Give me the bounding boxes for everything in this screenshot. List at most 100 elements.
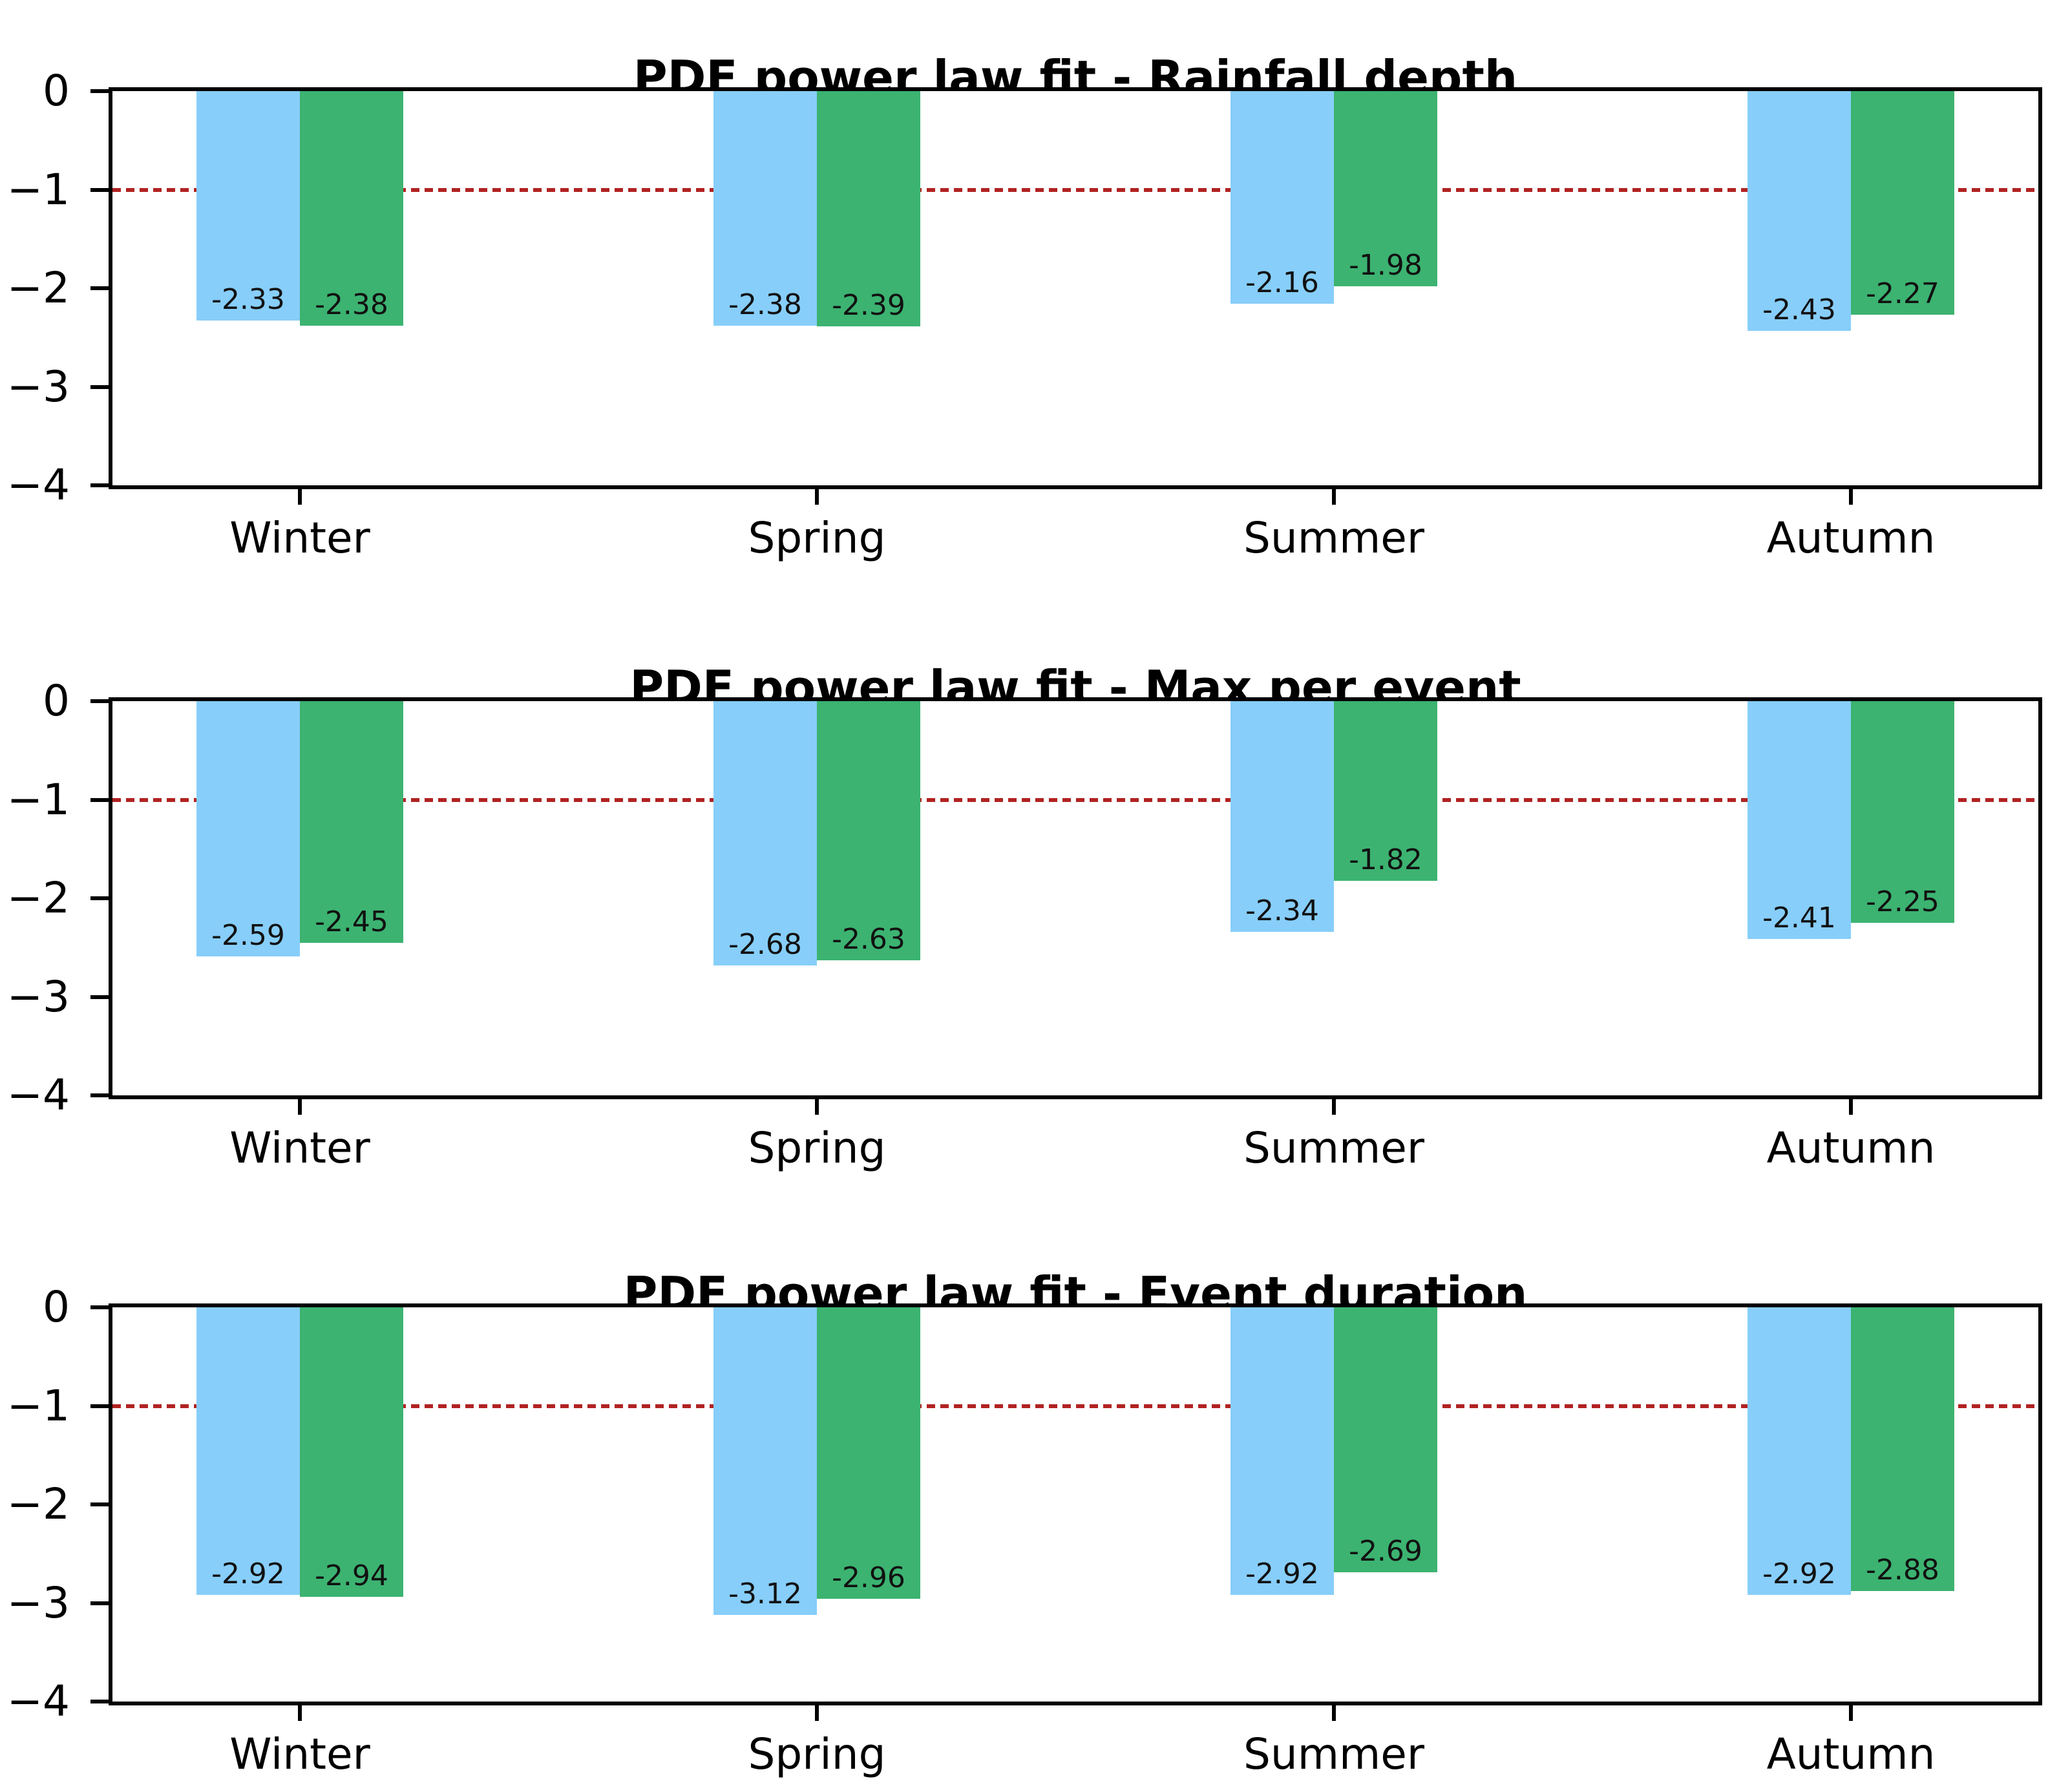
reference-line [112, 1404, 2038, 1408]
y-tick-mark [90, 797, 109, 802]
bar-green-winter [300, 91, 403, 326]
x-tick-label-spring: Spring [748, 1123, 886, 1173]
y-tick-label: 0 [43, 66, 70, 116]
bar-blue-winter [196, 1307, 300, 1596]
bar-value-label: -2.94 [315, 1559, 388, 1593]
plot-area-max-per-event: 0 −1 −2 −3 −4 Winter -2.59 -2.45 Spring -2.68 -2.6… [7, 678, 2042, 1173]
bar-blue-autumn [1748, 91, 1851, 331]
x-tick-mark [815, 1702, 819, 1721]
y-tick-mark [90, 89, 109, 93]
y-tick-label: −1 [6, 1380, 70, 1431]
bar-blue-autumn [1748, 1307, 1851, 1596]
bar-green-summer [1334, 701, 1437, 881]
y-tick-label: −2 [6, 1479, 70, 1529]
bar-value-label: -2.59 [211, 918, 285, 952]
x-tick-mark [298, 485, 302, 505]
bar-blue-summer [1230, 1307, 1334, 1596]
bar-value-label: -2.41 [1762, 901, 1836, 934]
y-tick-label: 0 [43, 1282, 70, 1332]
y-tick-mark [90, 1305, 109, 1309]
bar-value-label: -2.16 [1245, 266, 1319, 300]
bar-value-label: -2.27 [1866, 277, 1939, 311]
bar-value-label: -2.38 [728, 288, 802, 321]
bar-green-autumn [1851, 701, 1954, 923]
bar-blue-summer [1230, 701, 1334, 932]
bar-value-label: -2.96 [832, 1561, 905, 1595]
y-tick-label: −2 [6, 873, 70, 923]
bar-blue-winter [196, 91, 300, 321]
reference-line [112, 797, 2038, 802]
x-tick-label-spring: Spring [748, 1729, 886, 1779]
y-tick-mark [90, 896, 109, 900]
bar-green-spring [817, 91, 920, 327]
y-tick-mark [90, 1404, 109, 1408]
bar-blue-spring [713, 701, 817, 965]
bar-blue-autumn [1748, 701, 1851, 939]
bar-green-spring [817, 1307, 920, 1599]
x-tick-label-winter: Winter [229, 513, 370, 563]
x-tick-label-autumn: Autumn [1766, 1729, 1936, 1779]
x-tick-label-summer: Summer [1243, 1123, 1425, 1173]
subplot-rainfall-depth: PDF power law fit - Rainfall depth 0 −1 −2… [0, 10, 2059, 591]
x-tick-mark [1332, 1095, 1336, 1115]
x-tick-mark [815, 1095, 819, 1115]
y-tick-mark [90, 1700, 109, 1703]
bar-value-label: -2.92 [211, 1557, 285, 1591]
bar-green-winter [300, 701, 403, 943]
bar-value-label: -2.69 [1349, 1535, 1422, 1568]
y-tick-label: −4 [6, 460, 70, 510]
reference-line [112, 187, 2038, 192]
bar-value-label: -2.38 [315, 288, 388, 321]
x-tick-mark [815, 485, 819, 505]
x-tick-mark [1332, 485, 1336, 505]
x-tick-mark [298, 1702, 302, 1721]
x-tick-label-autumn: Autumn [1766, 513, 1936, 563]
bar-green-spring [817, 701, 920, 961]
y-tick-mark [90, 286, 109, 290]
bar-green-summer [1334, 1307, 1437, 1573]
x-tick-mark [298, 1095, 302, 1115]
bar-value-label: -2.92 [1245, 1557, 1319, 1591]
y-tick-label: −4 [6, 1070, 70, 1120]
bar-value-label: -2.43 [1762, 293, 1836, 326]
bar-value-label: -2.25 [1866, 885, 1939, 919]
y-tick-mark [90, 699, 109, 703]
y-tick-label: −4 [6, 1676, 70, 1726]
y-tick-mark [90, 1601, 109, 1605]
bar-value-label: -3.12 [728, 1577, 802, 1610]
y-tick-mark [90, 1502, 109, 1506]
x-tick-label-autumn: Autumn [1766, 1123, 1936, 1173]
x-tick-label-summer: Summer [1243, 1729, 1425, 1779]
y-tick-mark [90, 385, 109, 389]
bar-green-summer [1334, 91, 1437, 286]
bar-value-label: -2.92 [1762, 1557, 1836, 1591]
bar-blue-summer [1230, 91, 1334, 304]
bar-value-label: -2.33 [211, 283, 285, 317]
x-tick-mark [1849, 1702, 1853, 1721]
y-tick-mark [90, 995, 109, 999]
y-tick-label: −1 [6, 774, 70, 825]
y-tick-label: −3 [6, 361, 70, 412]
y-tick-mark [90, 1093, 109, 1097]
bar-green-autumn [1851, 1307, 1954, 1592]
x-tick-label-spring: Spring [748, 513, 886, 563]
bar-blue-spring [713, 91, 817, 326]
x-tick-mark [1332, 1702, 1336, 1721]
x-tick-mark [1849, 485, 1853, 505]
plot-area-event-duration: 0 −1 −2 −3 −4 Winter -2.92 -2.94 Spring -3.12 -2.9… [7, 1284, 2042, 1779]
y-tick-label: −3 [6, 971, 70, 1022]
x-tick-label-winter: Winter [229, 1729, 370, 1779]
bar-blue-winter [196, 701, 300, 956]
bar-green-autumn [1851, 91, 1954, 315]
y-tick-mark [90, 187, 109, 192]
bar-value-label: -1.82 [1349, 843, 1422, 876]
x-tick-label-summer: Summer [1243, 513, 1425, 563]
bar-blue-spring [713, 1307, 817, 1615]
y-tick-label: −2 [6, 263, 70, 313]
y-tick-mark [90, 483, 109, 487]
y-tick-label: −3 [6, 1577, 70, 1628]
x-tick-label-winter: Winter [229, 1123, 370, 1173]
bar-value-label: -2.45 [315, 905, 388, 938]
bar-value-label: -2.34 [1245, 894, 1319, 927]
